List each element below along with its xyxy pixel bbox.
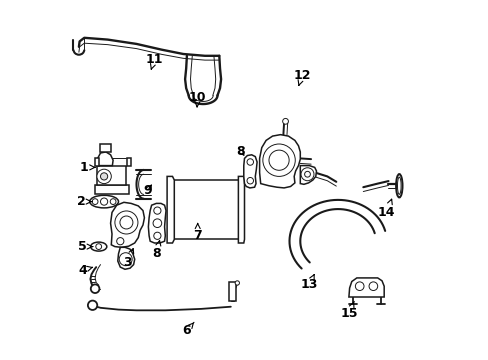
Ellipse shape [397, 177, 400, 194]
Bar [127, 158, 131, 166]
Circle shape [153, 207, 161, 214]
Circle shape [153, 219, 162, 228]
Circle shape [120, 216, 133, 229]
Text: 2: 2 [77, 195, 92, 208]
Circle shape [235, 281, 239, 285]
Bar [95, 158, 99, 166]
Circle shape [110, 199, 116, 204]
Ellipse shape [395, 174, 402, 197]
Circle shape [97, 169, 111, 184]
Circle shape [301, 168, 313, 181]
Ellipse shape [90, 242, 106, 251]
Circle shape [263, 144, 295, 176]
Polygon shape [259, 135, 300, 188]
Text: 3: 3 [123, 248, 133, 269]
Bar [95, 185, 129, 194]
Text: 14: 14 [377, 199, 395, 219]
Circle shape [304, 171, 310, 177]
Circle shape [117, 238, 123, 245]
Text: 8: 8 [152, 240, 161, 260]
Text: 4: 4 [78, 264, 92, 276]
Circle shape [101, 198, 107, 205]
Circle shape [115, 211, 138, 234]
Polygon shape [148, 203, 166, 243]
Text: 1: 1 [80, 161, 95, 174]
Text: 5: 5 [78, 240, 92, 253]
Circle shape [268, 150, 288, 170]
Bar [229, 282, 235, 301]
Bar [168, 180, 239, 239]
Circle shape [282, 118, 288, 124]
Text: 7: 7 [193, 223, 202, 242]
Circle shape [88, 301, 97, 310]
Polygon shape [167, 176, 174, 243]
Polygon shape [110, 202, 144, 247]
Circle shape [246, 159, 253, 165]
Polygon shape [97, 152, 113, 166]
Polygon shape [300, 166, 316, 184]
Text: 15: 15 [340, 301, 357, 320]
Polygon shape [238, 176, 244, 243]
Bar [100, 144, 110, 152]
Circle shape [119, 253, 132, 266]
Text: 10: 10 [188, 91, 206, 107]
Text: 9: 9 [142, 184, 151, 197]
Polygon shape [244, 155, 257, 188]
Text: 8: 8 [236, 145, 244, 158]
Circle shape [91, 284, 99, 293]
Circle shape [153, 232, 161, 239]
Circle shape [246, 177, 253, 184]
Text: 6: 6 [182, 322, 194, 337]
Circle shape [92, 199, 98, 204]
Text: 13: 13 [300, 275, 317, 291]
Text: 11: 11 [145, 53, 163, 69]
Bar [97, 166, 126, 185]
Polygon shape [348, 278, 384, 297]
Text: 12: 12 [293, 69, 310, 85]
Circle shape [96, 244, 102, 249]
Circle shape [368, 282, 377, 291]
Circle shape [355, 282, 363, 291]
Circle shape [101, 173, 107, 180]
Polygon shape [118, 247, 134, 269]
Ellipse shape [89, 195, 118, 208]
